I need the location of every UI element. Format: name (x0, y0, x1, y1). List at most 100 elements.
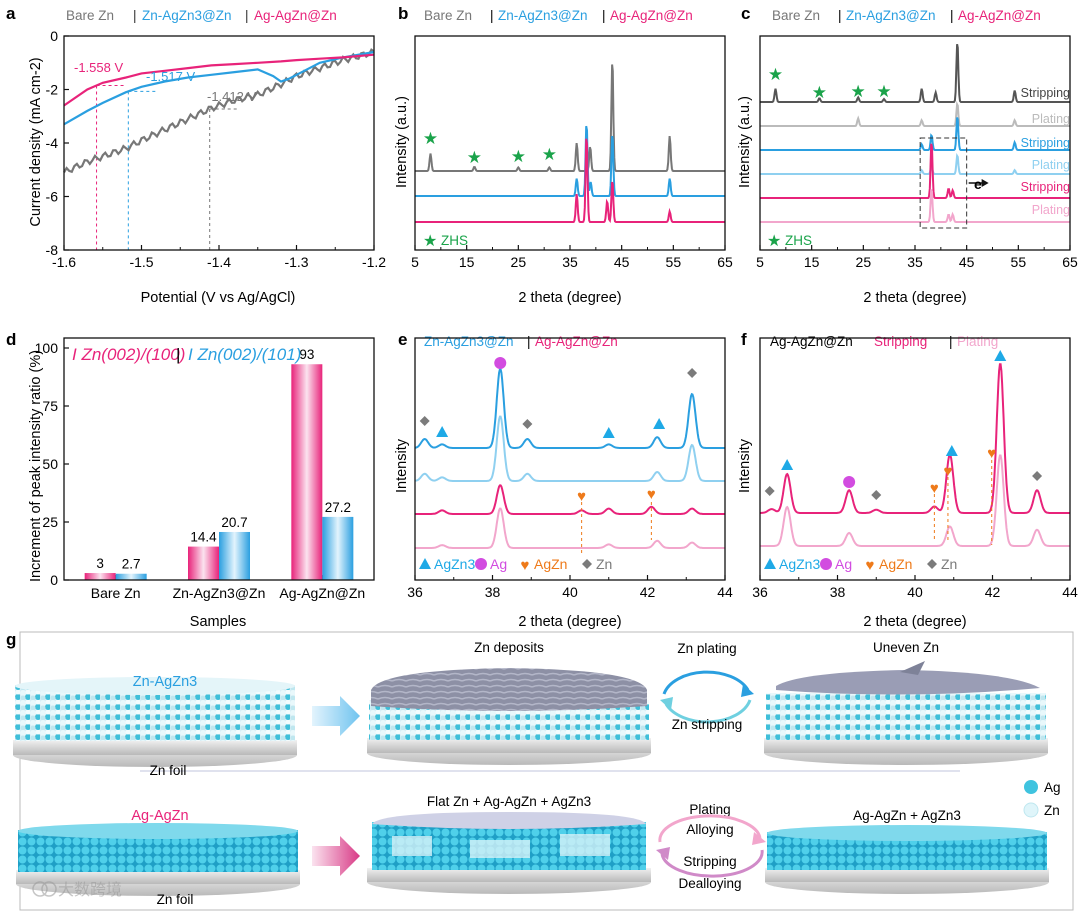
cycle-label-plating: Plating (689, 802, 730, 817)
agzn3-marker-icon (994, 350, 1007, 361)
y-tick-label: 50 (42, 456, 58, 472)
bar-data-label: 93 (299, 347, 314, 362)
schematic-frame (19, 631, 1074, 911)
y-tick-label: 75 (42, 398, 58, 414)
x-tick-label: -1.3 (284, 254, 308, 270)
schematic-legend: Ag Zn (1023, 780, 1061, 818)
panel-b-plot-area: 5 15 25 35 45 55 65 ★ ★ ★ ★ (411, 35, 733, 270)
legend-marker-icon: ♥ (866, 557, 875, 574)
legend-marker-icon (820, 558, 832, 570)
arrow-right-icon (312, 696, 360, 736)
x-tick-label: 36 (752, 584, 768, 600)
row2-initial-electrode: Ag-AgZn Zn foil (16, 808, 300, 907)
y-tick-label: 0 (50, 572, 58, 588)
x-tick-label: Ag-AgZn@Zn (279, 585, 365, 601)
panel-e-header: Zn-AgZn3@Zn | Ag-AgZn@Zn (424, 334, 618, 349)
xrd-trace (415, 484, 725, 515)
legend-phase-label: Zn (596, 556, 612, 572)
agzn-marker-icon: ♥ (987, 445, 996, 462)
row1-right-label: Uneven Zn (873, 640, 939, 655)
panel-e-xlabel: 2 theta (degree) (518, 614, 621, 630)
lattice-top (18, 823, 298, 839)
x-tick-label: 5 (411, 254, 419, 270)
row1-foil-label: Zn foil (150, 763, 187, 778)
y-tick-label: -8 (46, 242, 59, 258)
xrd-trace (415, 125, 725, 197)
zn-marker-icon (419, 416, 430, 426)
zhs-label: ZHS (441, 233, 468, 248)
dendrite-spike (900, 661, 925, 675)
panel-f-header: Ag-AgZn@Zn Stripping | Plating (770, 334, 998, 349)
xrd-trace (414, 368, 725, 449)
x-tick-label: -1.2 (362, 254, 386, 270)
panel-f-plot-area: 36 38 40 42 44♥♥♥ (752, 337, 1078, 600)
panel-b-header: Bare Zn | Zn-AgZn3@Zn | Ag-AgZn@Zn (424, 8, 693, 23)
panel-c-header: Bare Zn | Zn-AgZn3@Zn | Ag-AgZn@Zn (772, 8, 1041, 23)
legend-ag-agzn: Ag-AgZn@Zn (535, 334, 618, 349)
panel-e-xrd-zoom: Zn-AgZn3@Zn | Ag-AgZn@Zn 36 38 40 42 44 ♥ ♥ 2 … (394, 334, 733, 630)
row1-deposited-electrode: Zn deposits (367, 640, 651, 765)
panel-label-c: c (741, 4, 750, 23)
panel-a-xlabel: Potential (V vs Ag/AgCl) (141, 290, 296, 306)
x-tick-label: 5 (756, 254, 764, 270)
legend-ag-agzn: Ag-AgZn@Zn (958, 8, 1041, 23)
legend-separator: | (949, 334, 953, 349)
legend-separator: | (602, 8, 606, 23)
x-tick-label: 35 (907, 254, 923, 270)
zhs-star-icon: ★ (812, 83, 827, 102)
legend-separator: | (527, 334, 531, 349)
x-tick-label: Zn-AgZn3@Zn (173, 585, 266, 601)
bar-data-label: 2.7 (122, 557, 141, 572)
y-tick-label: -6 (46, 189, 59, 205)
ag-marker-icon (843, 476, 856, 488)
agzn-marker-icon: ♥ (930, 480, 939, 497)
y-tick-label: -4 (46, 135, 59, 151)
xrd-trace (415, 64, 725, 172)
legend-ag: Ag (1044, 780, 1061, 795)
bar (219, 531, 250, 580)
panel-label-d: d (6, 330, 16, 349)
row2-middle-label: Flat Zn + Ag-AgZn + AgZn3 (427, 794, 591, 809)
uneven-zn-layer (776, 670, 1040, 695)
zn-deposit-layer (371, 668, 647, 711)
panel-label-b: b (398, 4, 408, 23)
legend-zn: Zn (1044, 803, 1060, 818)
zn-marker-icon (687, 368, 698, 378)
zhs-star-icon: ★ (876, 82, 891, 101)
cycle-label-plating: Zn plating (677, 641, 736, 656)
cycle-arrow-icon (664, 699, 752, 724)
x-tick-label: 15 (459, 254, 475, 270)
x-tick-label: 42 (985, 584, 1001, 600)
agzn3-region (560, 834, 610, 856)
row2-right-label: Ag-AgZn + AgZn3 (853, 808, 961, 823)
zhs-star-icon: ★ (542, 145, 557, 164)
panel-d-plot-area: 0 25 50 75 100 Bare Zn 3 2.7 Zn-AgZn3@Zn 14.4 20.7… (35, 337, 375, 601)
x-tick-label: -1.4 (207, 254, 231, 270)
xrd-trace (760, 454, 1070, 547)
series-line-bare-zn (63, 48, 375, 174)
ag-atom-icon (1024, 780, 1038, 794)
legend-separator: | (490, 8, 494, 23)
zoom-box (919, 137, 968, 229)
zn-foil-disc (367, 738, 651, 753)
zn-foil-disc (764, 738, 1048, 753)
x-tick-label: 38 (830, 584, 846, 600)
row1-material-label: Zn-AgZn3 (133, 674, 197, 690)
panel-label-g: g (6, 630, 16, 649)
xrd-trace (760, 152, 1070, 175)
agzn3-region (392, 836, 432, 856)
bar (115, 573, 147, 580)
legend-phase-label: Ag (835, 556, 852, 572)
zhs-legend: ★ ZHS (423, 233, 468, 250)
cycle-arrow-icon (660, 849, 764, 878)
x-tick-label: Bare Zn (91, 585, 141, 601)
legend-zn-agzn3: Zn-AgZn3@Zn (846, 8, 935, 23)
panel-d-legend: I Zn(002)/(100) | I Zn(002)/(101) (72, 345, 301, 364)
trace-label: Plating (1032, 158, 1070, 172)
panel-a-plot-area: -8 -6 -4 -2 0 -1.6 -1.5 -1.4 -1.3 -1.2 (46, 28, 387, 270)
bar (322, 516, 354, 580)
arrowhead-icon (741, 684, 754, 697)
x-tick-label: 35 (562, 254, 578, 270)
y-tick-label: 100 (35, 340, 59, 356)
